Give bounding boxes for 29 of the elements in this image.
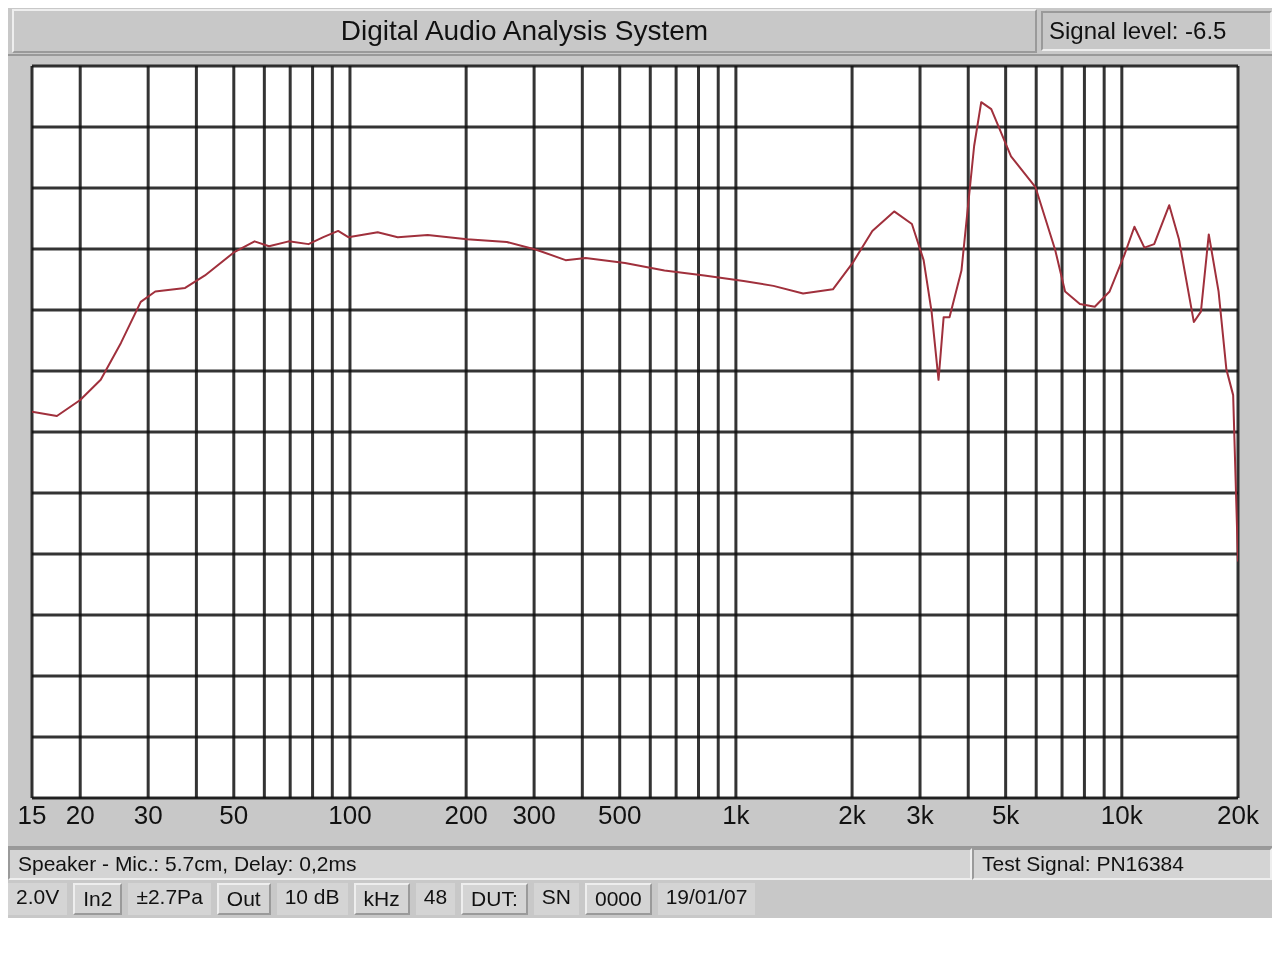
text: 19/01/07	[657, 883, 756, 915]
x-tick-label: 15	[17, 800, 47, 831]
text: ±2.7Pa	[128, 883, 211, 915]
x-tick-label: 20k	[1217, 800, 1260, 831]
x-tick-label: 200	[444, 800, 488, 831]
chart-subtitle: Signal level: -6.5	[1041, 11, 1272, 51]
chart-title: Digital Audio Analysis System	[12, 9, 1037, 53]
x-tick-label: 500	[598, 800, 642, 831]
text: 48	[415, 883, 456, 915]
x-tick-label: 5k	[991, 800, 1021, 831]
text: 2.0V	[8, 883, 68, 915]
x-tick-label: 2k	[838, 800, 867, 831]
text: Speaker - Mic.: 5.7cm, Delay: 0,2ms	[8, 848, 972, 880]
text: Test Signal: PN16384	[972, 848, 1272, 880]
x-tick-label: 100	[328, 800, 372, 831]
x-tick-label: 20	[65, 800, 95, 831]
text: DUT:	[461, 883, 528, 915]
x-tick-label: 50	[219, 800, 249, 831]
text: 0000	[584, 883, 652, 915]
text: 10 dB	[276, 883, 348, 915]
text: Out	[216, 883, 271, 915]
x-tick-label: 10k	[1100, 800, 1144, 831]
text: kHz	[353, 883, 410, 915]
text: In2	[73, 883, 123, 915]
x-tick-label: 30	[133, 800, 163, 831]
text: SN	[533, 883, 579, 915]
x-tick-label: 1k	[722, 800, 751, 831]
x-tick-label: 3k	[906, 800, 935, 831]
x-tick-label: 300	[512, 800, 556, 831]
